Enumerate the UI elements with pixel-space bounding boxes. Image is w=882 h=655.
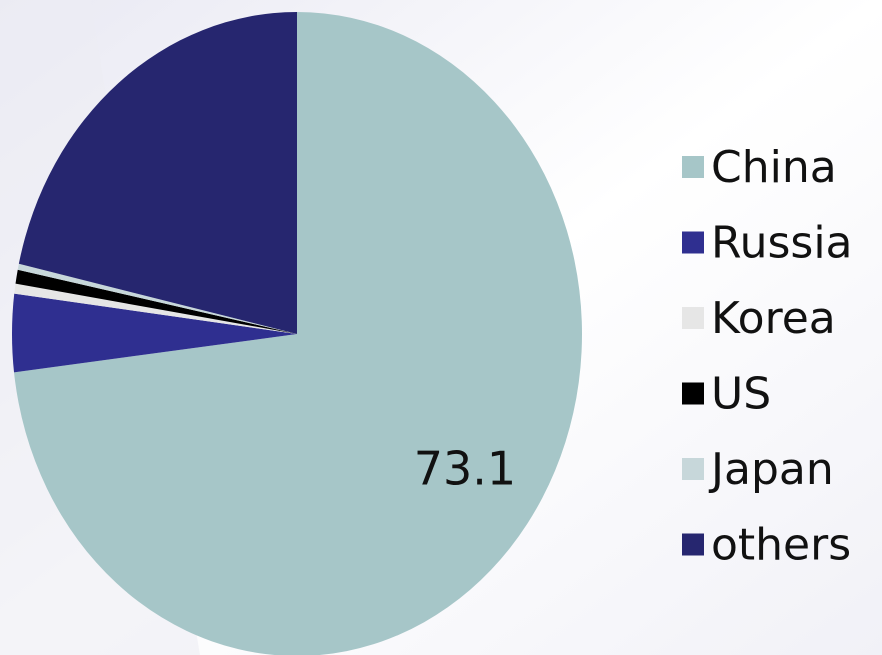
legend-swatch xyxy=(682,458,704,480)
data-label: 73.1 xyxy=(414,442,516,496)
legend-swatch xyxy=(682,231,704,254)
pie-slice xyxy=(18,12,298,334)
pie-slice xyxy=(14,12,582,655)
legend-swatch xyxy=(682,533,704,556)
legend-swatch xyxy=(682,307,704,329)
legend-label: US xyxy=(711,369,771,420)
legend-label: others xyxy=(711,520,851,571)
pie-slice xyxy=(15,269,298,334)
pie-slice xyxy=(17,263,298,334)
legend-label: Russia xyxy=(711,218,853,269)
legend-swatch xyxy=(682,382,704,405)
legend-label: China xyxy=(711,142,837,193)
legend-label: Japan xyxy=(708,444,834,495)
pie-slice xyxy=(12,293,298,373)
legend-swatch xyxy=(682,156,704,178)
pie-slice xyxy=(14,283,297,334)
legend-label: Korea xyxy=(711,293,836,344)
